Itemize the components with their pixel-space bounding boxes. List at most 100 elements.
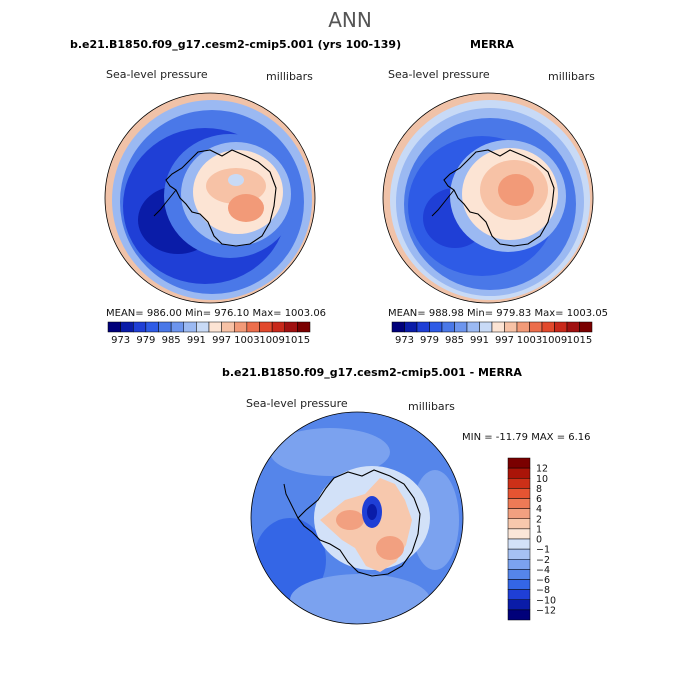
- panel-2-high-peak: [498, 174, 534, 206]
- panel-3-colorbar-tick-label: −10: [536, 595, 556, 606]
- panel-2-colorbar-swatch: [466, 321, 480, 333]
- panel-1-colorbar-swatch: [170, 321, 184, 333]
- panel-1-colorbar-swatch: [246, 321, 260, 333]
- panel-2-colorbar-tick-label: 997: [495, 335, 514, 346]
- panel-3-colorbar-tick-label: −1: [536, 545, 550, 556]
- panel-2-colorbar-swatch: [416, 321, 430, 333]
- panel-1-colorbar-swatch: [145, 321, 159, 333]
- panel-3-colorbar-swatch: [507, 508, 531, 519]
- panel-3-colorbar-tick-label: −12: [536, 605, 556, 616]
- panel-3-colorbar-tick-label: 8: [536, 484, 542, 495]
- panel-3-minmax: MIN = -11.79 MAX = 6.16: [462, 432, 591, 443]
- panel-3-units: millibars: [408, 400, 455, 413]
- panel-2-colorbar-swatch: [504, 321, 518, 333]
- panel-3-peninsula-outline: [283, 483, 299, 519]
- main-title: ANN: [328, 8, 372, 32]
- panel-2-colorbar-tick-label: 1003: [517, 335, 542, 346]
- panel-3-colorbar-tick-label: −2: [536, 555, 550, 566]
- panel-1-colorbar-tick-label: 997: [212, 335, 231, 346]
- panel-3-colorbar-swatch: [507, 609, 531, 621]
- panel-3-colorbar-swatch: [507, 579, 531, 590]
- panel-1-border: [104, 92, 316, 304]
- panel-3-colorbar-swatch: [507, 457, 531, 469]
- panel-3-colorbar-tick-label: 4: [536, 504, 542, 515]
- panel-2-colorbar-swatch: [554, 321, 568, 333]
- panel-1-colorbar-swatch: [158, 321, 172, 333]
- panel-1-map: [105, 93, 315, 303]
- panel-3-colorbar-swatch: [507, 488, 531, 499]
- panel-3-variable: Sea-level pressure: [246, 397, 348, 410]
- panel-2-colorbar-swatch: [541, 321, 555, 333]
- panel-2-peninsula-outline: [431, 189, 455, 217]
- panel-1-peninsula-outline: [153, 189, 177, 217]
- panel-1-colorbar: 973 979 985 991 997 1003 1009 1015: [107, 321, 311, 346]
- panel-2-map: [383, 93, 593, 303]
- panel-1-title: b.e21.B1850.f09_g17.cesm2-cmip5.001 (yrs…: [70, 38, 402, 51]
- panel-3-negative-peak: [367, 504, 377, 520]
- panel-1-colorbar-swatch: [183, 321, 197, 333]
- panel-3-colorbar-swatch: [507, 478, 531, 489]
- panel-2-colorbar-tick-label: 991: [470, 335, 489, 346]
- panel-3-colorbar-swatch: [507, 538, 531, 550]
- panel-2-variable: Sea-level pressure: [388, 68, 490, 81]
- panel-1-colorbar-swatch: [259, 321, 273, 333]
- panel-2-title: MERRA: [470, 38, 514, 51]
- panel-3-colorbar-tick-label: 6: [536, 494, 542, 505]
- panel-1-high-peak: [228, 194, 264, 222]
- panel-2-antarctica-outline: [443, 149, 555, 247]
- panel-3-border: [250, 411, 464, 625]
- panel-2-colorbar-swatch: [429, 321, 443, 333]
- panel-2-colorbar: 973 979 985 991 997 1003 1009 1015: [391, 321, 593, 346]
- panel-3-colorbar-tick-label: 1: [536, 524, 542, 535]
- panel-2-colorbar-swatch: [529, 321, 543, 333]
- panel-3-colorbar-tick-label: 12: [536, 464, 548, 475]
- panel-3-colorbar-tick-label: −4: [536, 565, 550, 576]
- panel-2-stats: MEAN= 988.98 Min= 979.83 Max= 1003.05: [388, 308, 609, 319]
- panel-2-colorbar-swatch: [479, 321, 493, 333]
- panel-3-light-top: [270, 428, 390, 476]
- panel-1-units: millibars: [266, 70, 313, 83]
- panel-3-colorbar-tick-label: −8: [536, 585, 550, 596]
- panel-1-colorbar-tick-label: 1009: [259, 335, 284, 346]
- panel-3-colorbar-tick-label: 0: [536, 535, 542, 546]
- panel-3-colorbar-swatch: [507, 599, 531, 611]
- panel-1-colorbar-tick-label: 979: [136, 335, 155, 346]
- panel-2-colorbar-tick-label: 1009: [542, 335, 567, 346]
- panel-3-positive-core-a: [336, 510, 364, 530]
- panel-1-colorbar-tick-label: 991: [187, 335, 206, 346]
- panel-3-colorbar-swatch: [507, 589, 531, 600]
- panel-2-colorbar-swatch: [404, 321, 418, 333]
- panel-1-antarctica-outline: [165, 149, 277, 247]
- panel-3-colorbar-tick-label: 10: [536, 474, 548, 485]
- panel-1-colorbar-swatch: [221, 321, 235, 333]
- panel-2-colorbar-swatch: [579, 321, 593, 333]
- panel-3-colorbar-swatch: [507, 467, 531, 479]
- panel-3-colorbar-swatch: [507, 498, 531, 509]
- panel-1-colorbar-swatch: [234, 321, 248, 333]
- panel-2-border: [382, 92, 594, 304]
- panel-2-colorbar-swatch: [391, 321, 405, 333]
- panel-1-colorbar-swatch: [271, 321, 285, 333]
- panel-2-colorbar-tick-label: 985: [445, 335, 464, 346]
- panel-3-colorbar-swatch: [507, 559, 531, 570]
- panel-3-light-bottom: [290, 574, 430, 624]
- panel-1-colorbar-swatch: [196, 321, 210, 333]
- panel-3-colorbar-swatch: [507, 569, 531, 580]
- panel-1-colorbar-tick-label: 973: [111, 335, 130, 346]
- panel-1-colorbar-swatch: [284, 321, 298, 333]
- panel-2-units: millibars: [548, 70, 595, 83]
- panel-2-colorbar-swatch: [454, 321, 468, 333]
- panel-2-colorbar-swatch: [516, 321, 530, 333]
- panel-2-colorbar-tick-label: 1015: [567, 335, 592, 346]
- panel-2-colorbar-swatch: [566, 321, 580, 333]
- panel-1-dip: [228, 174, 244, 186]
- panel-1-stats: MEAN= 986.00 Min= 976.10 Max= 1003.06: [106, 308, 327, 319]
- panel-1-variable: Sea-level pressure: [106, 68, 208, 81]
- panel-3-positive-core-b: [376, 536, 404, 560]
- panel-1-colorbar-tick-label: 1015: [285, 335, 310, 346]
- panel-1-colorbar-swatch: [120, 321, 134, 333]
- panel-3-colorbar-swatch: [507, 548, 531, 560]
- panel-3-colorbar-tick-label: 2: [536, 514, 542, 525]
